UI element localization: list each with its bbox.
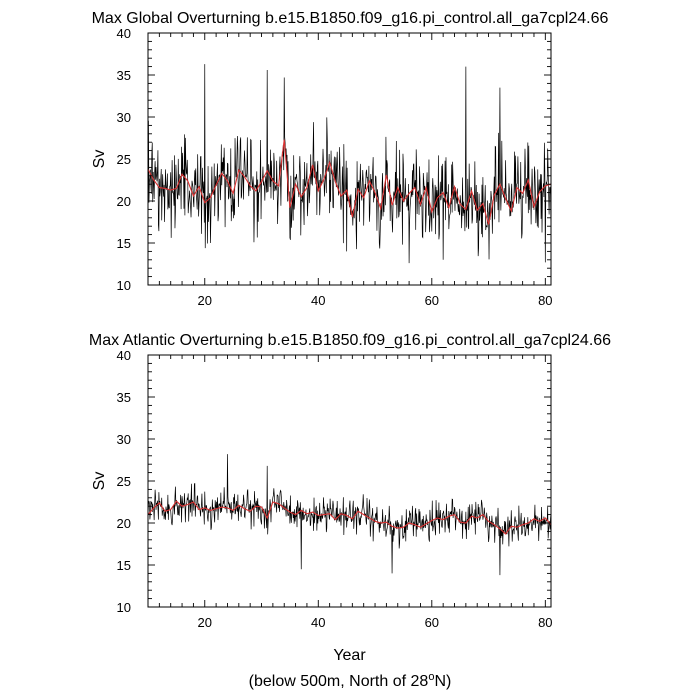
- red-series-line: [148, 139, 551, 225]
- y-tick-label: 35: [117, 68, 131, 83]
- y-axis-label: Sv: [91, 150, 108, 169]
- x-tick-label: 80: [538, 615, 552, 630]
- plot-area: [148, 454, 551, 576]
- chart-title: Max Atlantic Overturning b.e15.B1850.f09…: [89, 332, 611, 349]
- red-series-line: [148, 500, 551, 535]
- x-tick-label: 40: [311, 615, 325, 630]
- y-tick-label: 20: [117, 516, 131, 531]
- x-axis-label: Year: [333, 647, 366, 664]
- y-axis-label: Sv: [91, 472, 108, 491]
- y-tick-label: 25: [117, 474, 131, 489]
- plot-frame: [147, 354, 552, 608]
- y-tick-label: 15: [117, 558, 131, 573]
- y-tick-label: 10: [117, 278, 131, 293]
- y-tick-label: 30: [117, 110, 131, 125]
- y-tick-label: 10: [117, 600, 131, 615]
- global-overturning-panel: Max Global Overturning b.e15.B1850.f09_g…: [91, 10, 609, 308]
- y-tick-label: 15: [117, 236, 131, 251]
- chart-title: Max Global Overturning b.e15.B1850.f09_g…: [92, 10, 609, 27]
- y-tick-label: 30: [117, 432, 131, 447]
- atlantic-overturning-panel: Max Atlantic Overturning b.e15.B1850.f09…: [89, 332, 611, 664]
- y-tick-label: 40: [117, 26, 131, 41]
- x-tick-label: 60: [425, 615, 439, 630]
- plot-frame: [147, 32, 552, 286]
- plot-area: [148, 64, 551, 264]
- y-tick-label: 40: [117, 348, 131, 363]
- x-tick-label: 20: [198, 615, 212, 630]
- black-series-line: [148, 64, 551, 264]
- x-tick-label: 20: [198, 293, 212, 308]
- y-tick-label: 20: [117, 194, 131, 209]
- footnote: (below 500m, North of 28oN): [249, 671, 452, 690]
- x-tick-label: 60: [425, 293, 439, 308]
- y-tick-label: 35: [117, 390, 131, 405]
- y-tick-label: 25: [117, 152, 131, 167]
- x-tick-label: 40: [311, 293, 325, 308]
- x-tick-label: 80: [538, 293, 552, 308]
- black-series-line: [148, 454, 551, 576]
